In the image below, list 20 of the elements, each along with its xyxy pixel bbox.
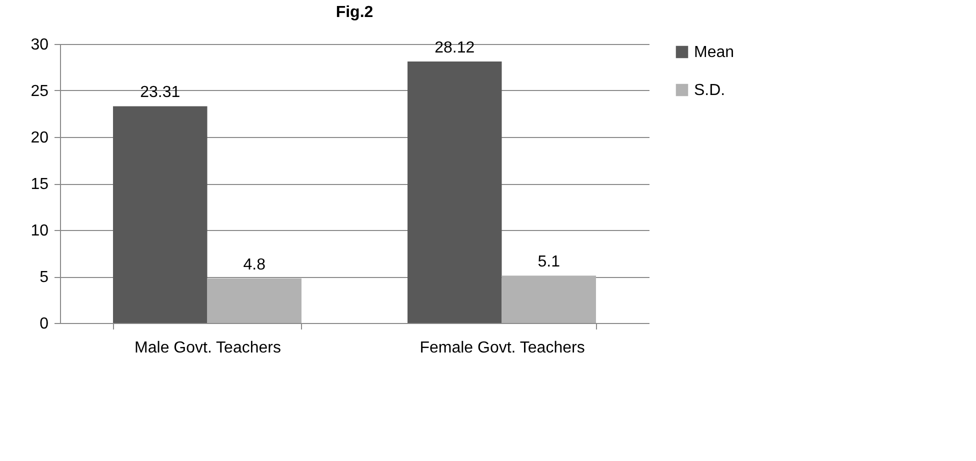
- y-tick-label: 10: [30, 222, 49, 240]
- y-tick-label: 0: [40, 316, 49, 332]
- y-tick-label: 20: [30, 130, 49, 146]
- legend-label: S.D.: [694, 82, 726, 99]
- legend-label: Mean: [694, 44, 734, 61]
- bar: [207, 278, 302, 323]
- bar: [408, 61, 502, 323]
- bar: [113, 106, 208, 323]
- bar: [502, 276, 596, 323]
- x-tick-label: Female Govt. Teachers: [420, 340, 585, 356]
- y-tick-label: 30: [30, 36, 49, 54]
- data-label: 4.8: [243, 256, 266, 274]
- y-tick-label: 25: [30, 83, 49, 100]
- data-label: 28.12: [434, 39, 475, 56]
- y-tick-label: 5: [40, 269, 49, 286]
- y-tick-label: 15: [30, 176, 49, 193]
- chart-title: Fig.2: [336, 4, 374, 21]
- data-label: 5.1: [538, 254, 560, 271]
- x-tick-label: Male Govt. Teachers: [134, 340, 281, 356]
- data-label: 23.31: [140, 84, 180, 102]
